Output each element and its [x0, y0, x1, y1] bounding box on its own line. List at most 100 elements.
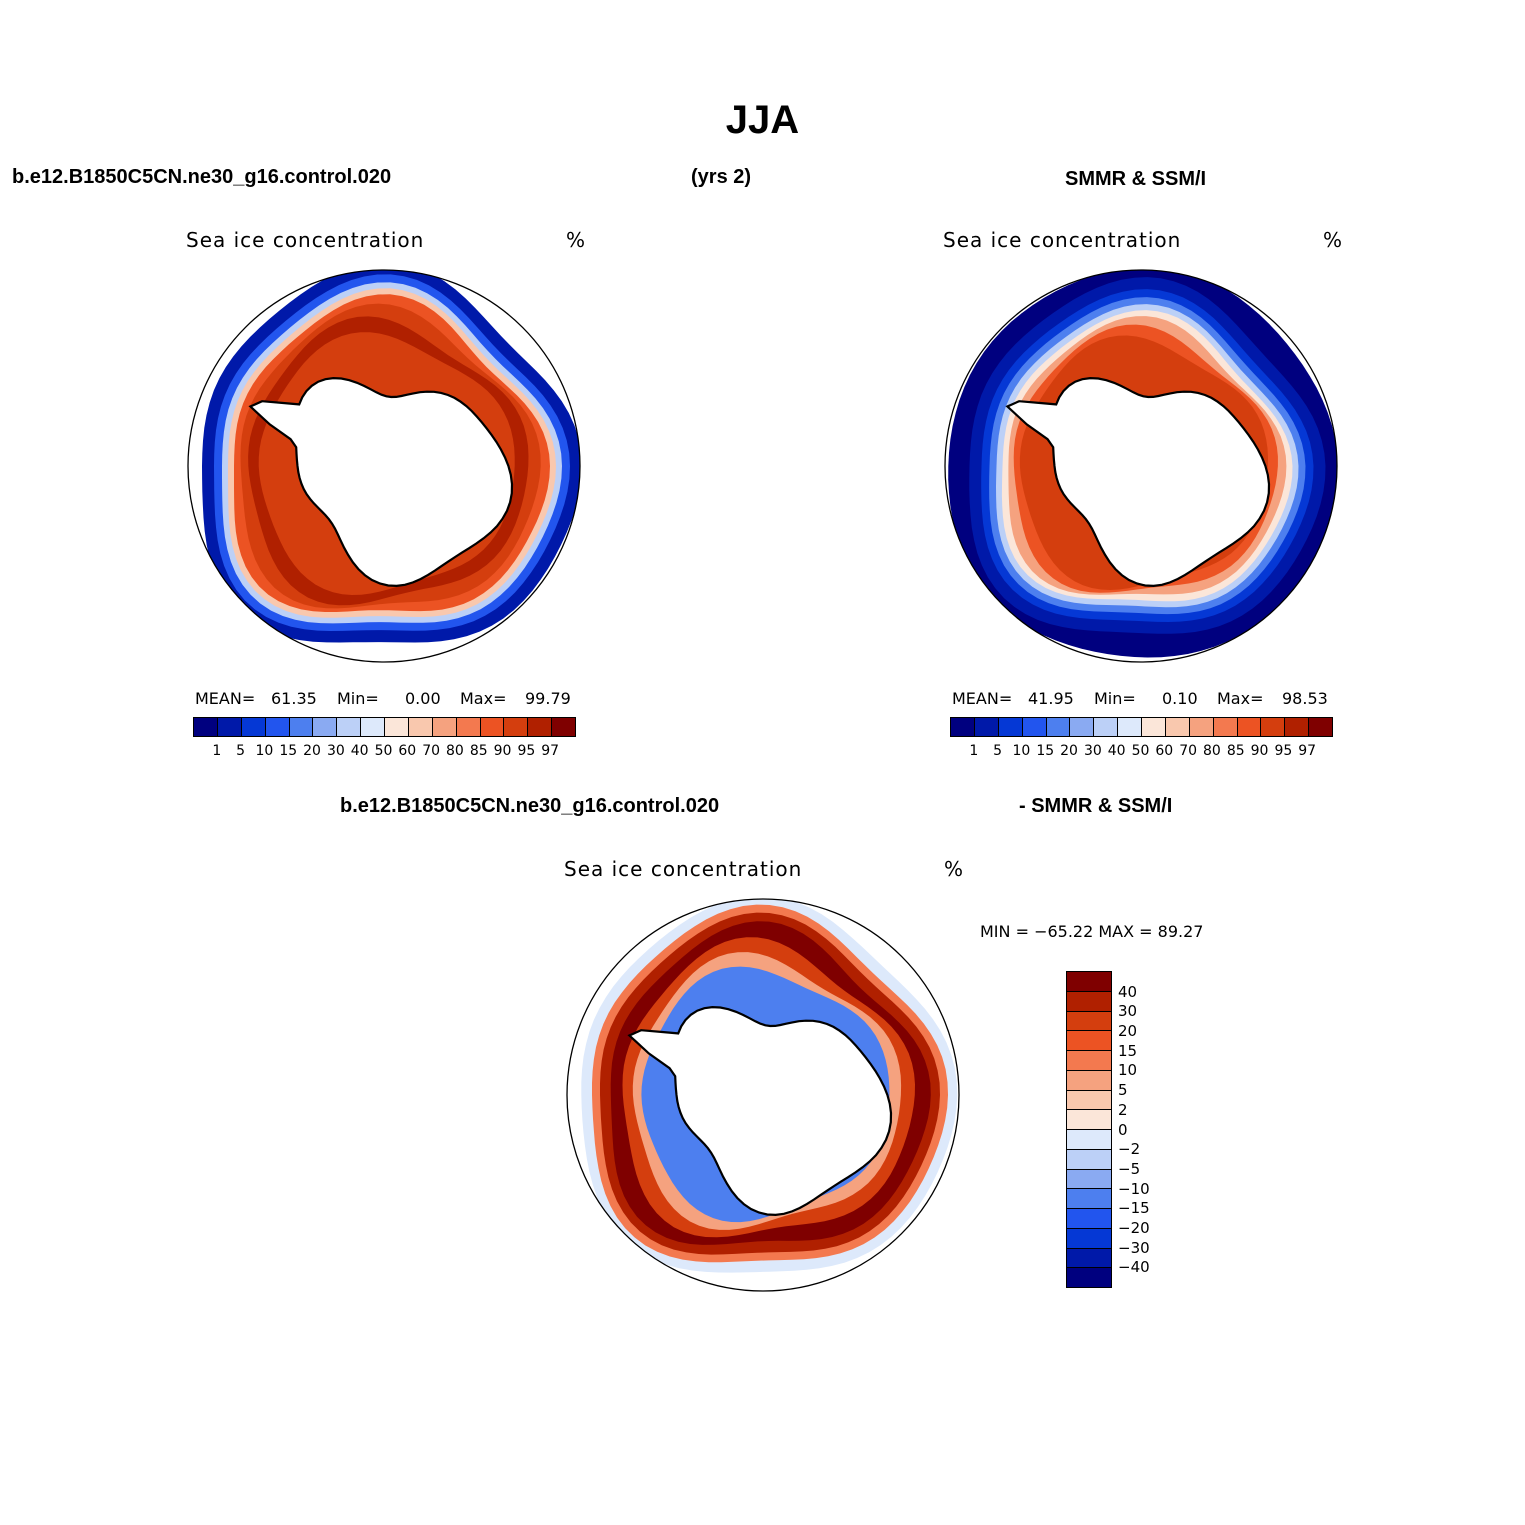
colorbar-tick-label: 10 — [1012, 743, 1031, 759]
colorbar-swatch — [361, 718, 385, 736]
colorbar-tick-label: 0 — [1118, 1120, 1128, 1139]
panel2-colorbar — [950, 717, 1333, 737]
colorbar-swatch — [1067, 1149, 1111, 1170]
panel2-mean-value: 41.95 — [1028, 689, 1074, 708]
colorbar-swatch — [1067, 1189, 1111, 1209]
colorbar-swatch — [1067, 1228, 1111, 1249]
colorbar-tick-label: 5 — [993, 743, 1003, 759]
colorbar-swatch — [1094, 718, 1119, 736]
colorbar-tick-label: 50 — [1131, 743, 1150, 759]
colorbar-tick-label: 90 — [493, 743, 512, 759]
colorbar-swatch — [552, 718, 575, 736]
panel2-min-value: 0.10 — [1162, 689, 1198, 708]
colorbar-tick-label: 85 — [1226, 743, 1245, 759]
case-label: b.e12.B1850C5CN.ne30_g16.control.020 — [12, 166, 392, 188]
panel2-title: Sea ice concentration — [943, 228, 1182, 252]
colorbar-swatch — [432, 718, 457, 736]
panel2-units: % — [1323, 228, 1344, 252]
colorbar-tick-label: −30 — [1118, 1238, 1150, 1257]
antarctica-coastline — [248, 376, 514, 588]
panel1-mean-value: 61.35 — [271, 689, 317, 708]
model-map — [187, 269, 581, 663]
colorbar-swatch — [1142, 718, 1166, 736]
colorbar-tick-label: 40 — [350, 743, 369, 759]
colorbar-swatch — [951, 718, 975, 736]
colorbar-swatch — [1237, 718, 1262, 736]
obs-label: SMMR & SSM/I — [1065, 168, 1207, 190]
colorbar-tick-label: 20 — [1118, 1022, 1138, 1041]
colorbar-swatch — [1213, 718, 1238, 736]
colorbar-tick-label: 30 — [326, 743, 345, 759]
colorbar-swatch — [1067, 1248, 1111, 1269]
panel3-colorbar — [1066, 971, 1112, 1288]
years-label: (yrs 2) — [691, 166, 752, 188]
colorbar-swatch — [1067, 991, 1111, 1012]
colorbar-tick-label: 85 — [469, 743, 488, 759]
panel1-units: % — [566, 228, 587, 252]
colorbar-swatch — [998, 718, 1023, 736]
colorbar-tick-label: 15 — [279, 743, 298, 759]
colorbar-tick-label: −15 — [1118, 1199, 1150, 1218]
colorbar-tick-label: 2 — [1118, 1100, 1128, 1119]
colorbar-tick-label: 10 — [255, 743, 274, 759]
colorbar-swatch — [385, 718, 409, 736]
colorbar-swatch — [1067, 1110, 1111, 1130]
colorbar-swatch — [1189, 718, 1214, 736]
colorbar-tick-label: 20 — [1060, 743, 1078, 759]
colorbar-swatch — [1067, 1011, 1111, 1032]
colorbar-tick-label: 90 — [1250, 743, 1269, 759]
colorbar-swatch — [1309, 718, 1332, 736]
colorbar-tick-label: 1 — [212, 743, 222, 759]
colorbar-tick-label: 95 — [517, 743, 536, 759]
colorbar-tick-label: −40 — [1118, 1258, 1150, 1277]
colorbar-swatch — [241, 718, 266, 736]
panel2-max-label: Max= — [1217, 689, 1264, 708]
colorbar-swatch — [313, 718, 338, 736]
colorbar-swatch — [1067, 1169, 1111, 1190]
colorbar-tick-label: 15 — [1036, 743, 1055, 759]
colorbar-tick-label: 30 — [1118, 1002, 1138, 1021]
panel3-units: % — [944, 857, 965, 881]
panel3-title: Sea ice concentration — [564, 857, 803, 881]
colorbar-tick-label: 70 — [1179, 743, 1198, 759]
map-boundary — [187, 269, 581, 663]
colorbar-swatch — [1067, 1209, 1111, 1229]
panel2-mean-label: MEAN= — [952, 689, 1013, 708]
colorbar-tick-label: 80 — [1203, 743, 1221, 759]
colorbar-tick-label: 70 — [422, 743, 441, 759]
colorbar-tick-label: 97 — [541, 743, 560, 759]
colorbar-swatch — [289, 718, 314, 736]
colorbar-swatch — [194, 718, 218, 736]
panel3-minmax: MIN = −65.22 MAX = 89.27 — [980, 922, 1204, 941]
panel1-mean-label: MEAN= — [195, 689, 256, 708]
colorbar-tick-label: 97 — [1298, 743, 1317, 759]
panel1-colorbar — [193, 717, 576, 737]
colorbar-tick-label: 1 — [969, 743, 979, 759]
panel2-max-value: 98.53 — [1282, 689, 1328, 708]
colorbar-swatch — [1067, 972, 1111, 992]
colorbar-tick-label: 95 — [1274, 743, 1293, 759]
obs-map — [944, 269, 1338, 663]
colorbar-tick-label: 30 — [1083, 743, 1102, 759]
difference-map — [566, 898, 960, 1292]
colorbar-swatch — [1067, 1031, 1111, 1051]
colorbar-swatch — [480, 718, 505, 736]
colorbar-tick-label: 60 — [398, 743, 417, 759]
colorbar-swatch — [504, 718, 529, 736]
colorbar-swatch — [1067, 1130, 1111, 1150]
colorbar-tick-label: −20 — [1118, 1218, 1150, 1237]
panel1-min-label: Min= — [337, 689, 379, 708]
colorbar-tick-label: 20 — [303, 743, 321, 759]
colorbar-swatch — [1067, 1268, 1111, 1287]
colorbar-tick-label: 50 — [374, 743, 393, 759]
antarctica-coastline — [1005, 376, 1271, 588]
panel1-title: Sea ice concentration — [186, 228, 425, 252]
colorbar-swatch — [1165, 718, 1190, 736]
colorbar-swatch — [265, 718, 290, 736]
map-boundary — [566, 898, 960, 1292]
colorbar-swatch — [1022, 718, 1047, 736]
colorbar-swatch — [1046, 718, 1071, 736]
colorbar-swatch — [1067, 1070, 1111, 1091]
map-boundary — [944, 269, 1338, 663]
colorbar-swatch — [337, 718, 362, 736]
